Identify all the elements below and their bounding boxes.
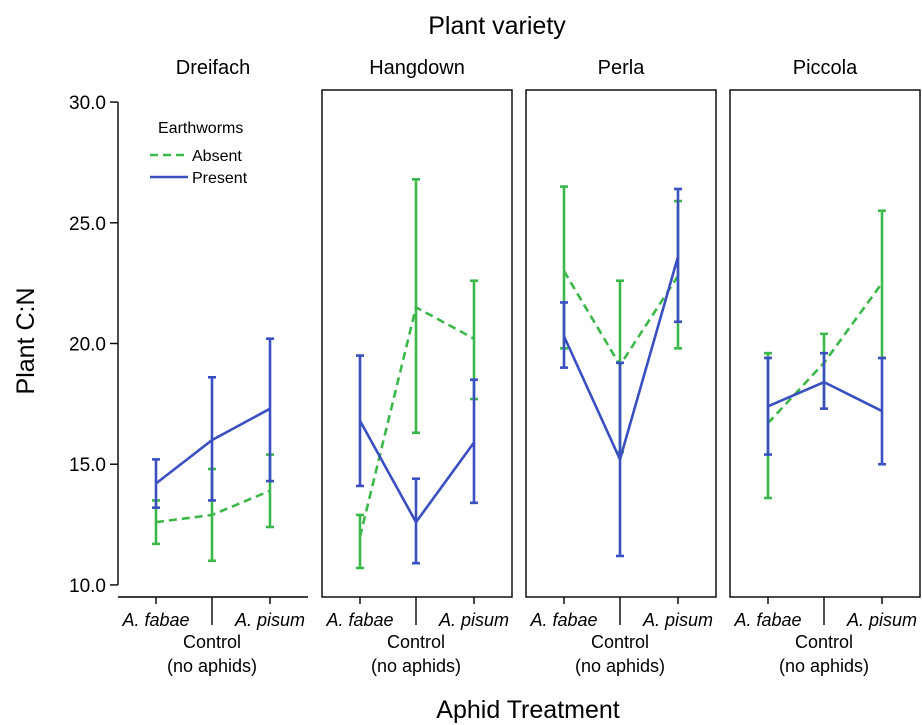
x-tick-label: Control — [183, 632, 241, 652]
x-tick-label: A. pisum — [642, 610, 713, 630]
y-tick-label: 15.0 — [69, 455, 106, 476]
legend-label-absent: Absent — [192, 148, 242, 165]
panel-frame — [729, 89, 921, 598]
panel-frame — [525, 89, 717, 598]
x-tick-label: A. pisum — [438, 610, 509, 630]
x-tick-label: A. pisum — [234, 610, 305, 630]
panel-title: Piccola — [793, 57, 858, 79]
panel-title: Hangdown — [369, 57, 465, 79]
x-tick-label: Control — [591, 632, 649, 652]
y-axis-label: Plant C:N — [12, 288, 40, 395]
x-axis-label: Aphid Treatment — [436, 696, 619, 724]
x-tick-label: A. fabae — [733, 610, 801, 630]
x-tick-label-line2: (no aphids) — [779, 656, 869, 676]
x-tick-label: Control — [387, 632, 445, 652]
panel-frame — [321, 89, 513, 598]
x-tick-label-line2: (no aphids) — [575, 656, 665, 676]
y-tick-label: 10.0 — [69, 576, 106, 597]
panel-title: Dreifach — [176, 57, 250, 79]
x-tick-label: A. fabae — [325, 610, 393, 630]
y-tick-label: 25.0 — [69, 214, 106, 235]
panel-title: Perla — [598, 57, 646, 79]
y-tick-label: 30.0 — [69, 93, 106, 114]
x-tick-label: A. fabae — [121, 610, 189, 630]
y-tick-label: 20.0 — [69, 335, 106, 356]
legend-title: Earthworms — [158, 120, 243, 137]
x-tick-label-line2: (no aphids) — [371, 656, 461, 676]
legend: Earthworms Absent Present — [150, 120, 248, 187]
chart-title: Plant variety — [428, 12, 566, 40]
y-axis: 10.0 15.0 20.0 25.0 30.0 — [69, 93, 119, 597]
legend-label-present: Present — [192, 170, 248, 187]
x-tick-label: Control — [795, 632, 853, 652]
x-tick-label: A. fabae — [529, 610, 597, 630]
x-tick-label-line2: (no aphids) — [167, 656, 257, 676]
x-tick-label: A. pisum — [846, 610, 917, 630]
